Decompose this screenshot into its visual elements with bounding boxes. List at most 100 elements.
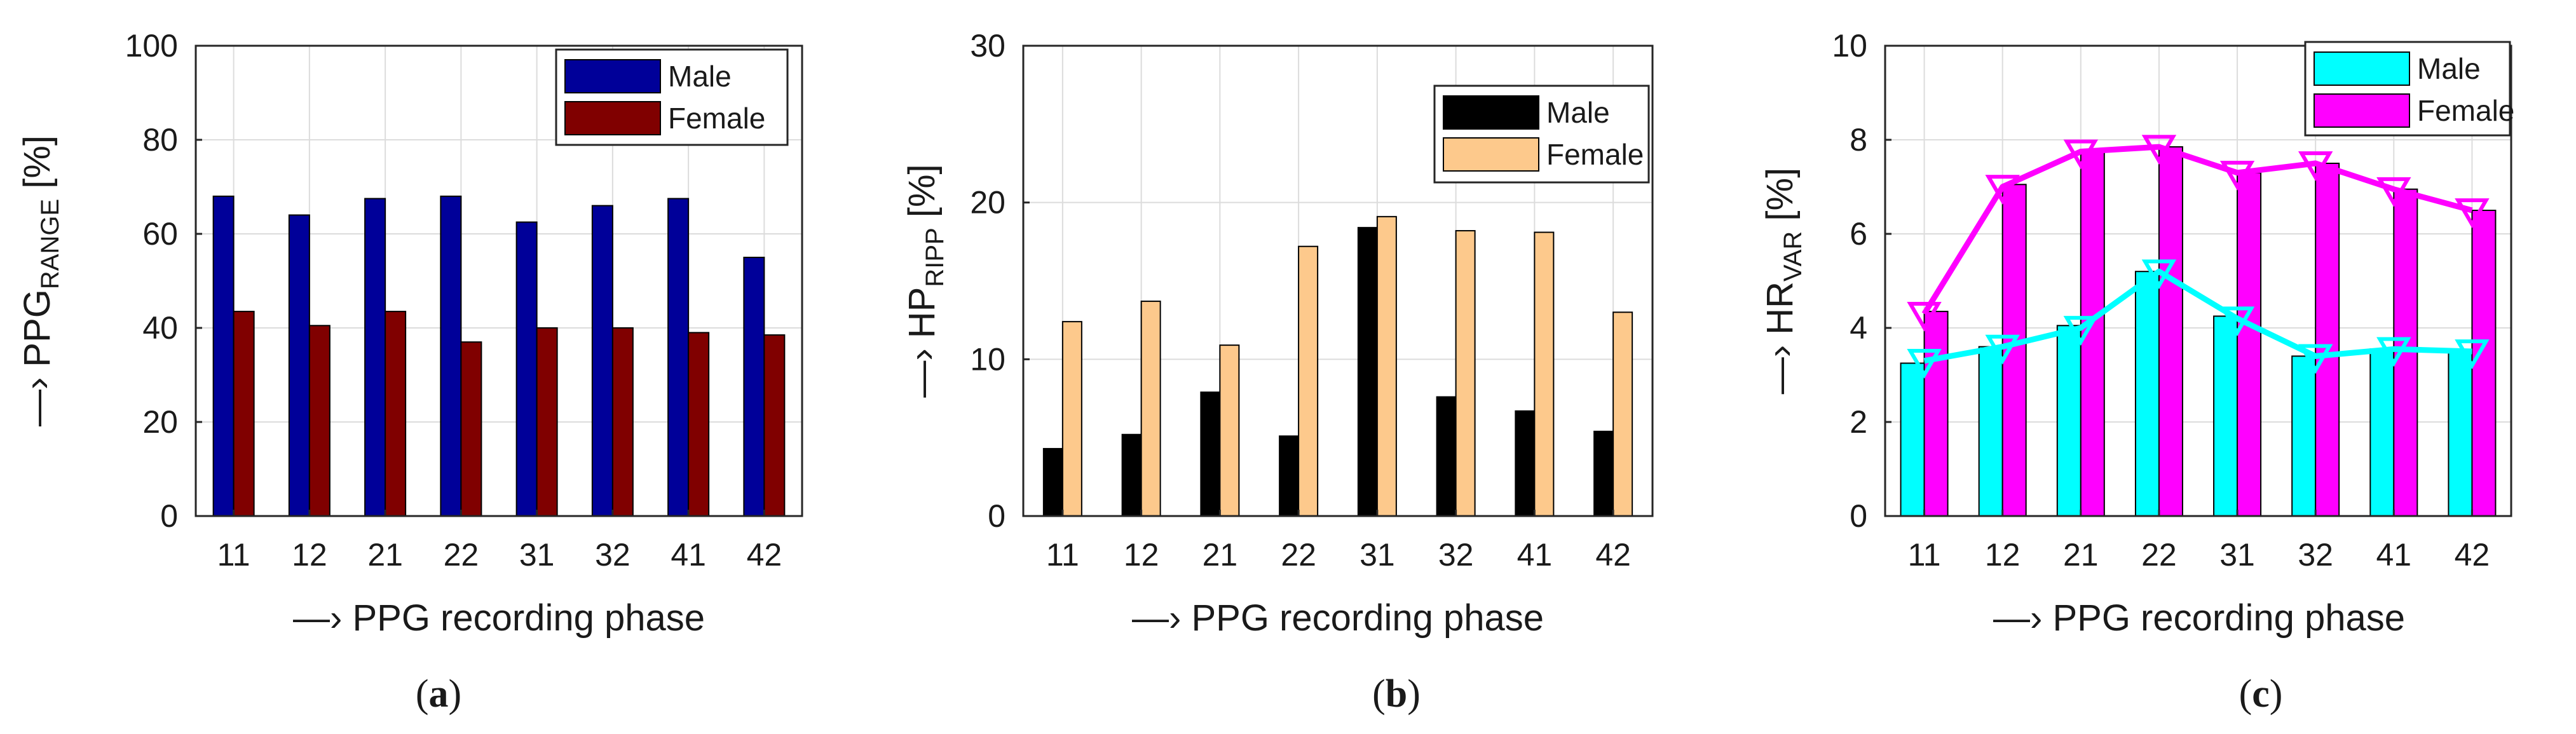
bar-male-32: [591, 205, 613, 517]
marker-female-31: [2219, 160, 2255, 191]
legend-label-female: Female: [2417, 94, 2514, 127]
x-tick-label: 31: [519, 537, 555, 573]
legend-label-male: Male: [668, 60, 732, 93]
bar-male-41: [667, 198, 690, 517]
chart-panel-c: 11 12 21 22 31 32 41 42 0 2 4 6 8 10 —› HRVAR [%] —› PP…: [1759, 28, 2514, 716]
bar-male-22: [1279, 435, 1300, 517]
y-tick-label: 2: [1850, 404, 1867, 440]
bar-male-31: [515, 221, 538, 517]
marker-female-12: [1985, 175, 2020, 205]
bar-male-41: [2369, 348, 2395, 517]
bar-male-11: [1900, 362, 1925, 517]
legend-swatch-male: [2314, 51, 2410, 86]
y-tick-label: 80: [142, 122, 178, 158]
x-axis-label: —› PPG recording phase: [1993, 597, 2405, 639]
legend-label-male: Male: [1546, 96, 1610, 129]
legend: Male Female: [2304, 41, 2514, 137]
y-tick-label: 20: [970, 185, 1005, 221]
x-tick-label: 12: [292, 537, 327, 573]
x-tick-label: 21: [1203, 537, 1238, 573]
bar-male-42: [1593, 430, 1614, 517]
x-tick-label: 32: [1438, 537, 1474, 573]
bar-male-32: [1436, 396, 1457, 517]
y-tick-label: 0: [1850, 498, 1867, 534]
x-tick-label: 11: [217, 537, 250, 573]
y-tick-label: 10: [970, 341, 1005, 377]
marker-female-32: [2298, 151, 2333, 181]
panel-label: (b): [1372, 672, 1421, 716]
marker-male-42: [2455, 339, 2490, 369]
bar-female-31: [536, 327, 558, 517]
marker-male-12: [1985, 334, 2020, 365]
bar-male-21: [1200, 391, 1221, 517]
bar-female-22: [2158, 146, 2183, 517]
y-axis-label: —› HPRIPP [%]: [901, 164, 949, 397]
bar-female-22: [1298, 245, 1319, 517]
marker-male-31: [2219, 306, 2255, 337]
bar-male-41: [1515, 410, 1536, 517]
bar-male-32: [2291, 355, 2317, 517]
x-axis-label: —› PPG recording phase: [293, 597, 705, 639]
marker-male-21: [2063, 316, 2099, 346]
chart-panel-a: 11 12 21 22 31 32 41 42 0 20 40 60 80 100 —› PPGRANGE …: [17, 28, 803, 716]
bar-female-41: [1534, 231, 1555, 517]
x-tick-label: 31: [2219, 537, 2255, 573]
x-tick-label: 22: [444, 537, 479, 573]
bar-female-41: [2393, 188, 2418, 517]
x-tick-label: 32: [595, 537, 630, 573]
y-axis-label: —› HRVAR [%]: [1759, 168, 1807, 394]
x-tick-label: 32: [2298, 537, 2333, 573]
panel-label: (a): [416, 672, 461, 716]
bar-female-31: [1376, 215, 1397, 517]
bar-female-32: [611, 327, 634, 517]
bar-female-12: [308, 325, 331, 517]
bar-male-12: [1121, 433, 1142, 517]
panel-label: (c): [2239, 672, 2283, 716]
bar-female-32: [1455, 230, 1476, 517]
axes-box: [1884, 44, 2512, 517]
legend: Male Female: [555, 48, 789, 146]
x-tick-label: 12: [1985, 537, 2021, 573]
marker-female-21: [2063, 139, 2099, 170]
y-tick-label: 60: [142, 216, 178, 252]
legend-swatch-male: [1443, 95, 1539, 130]
bar-male-31: [2213, 315, 2239, 517]
legend: Male Female: [1433, 85, 1650, 184]
axes-box: [1022, 44, 1654, 517]
bar-female-11: [1061, 321, 1082, 517]
marker-female-11: [1907, 301, 1942, 332]
y-tick-label: 100: [125, 28, 178, 64]
bar-male-12: [1978, 346, 2003, 517]
bar-female-12: [1140, 301, 1161, 517]
x-tick-label: 31: [1360, 537, 1395, 573]
marker-male-32: [2298, 344, 2333, 374]
bar-male-22: [440, 195, 462, 517]
x-tick-label: 41: [2376, 537, 2412, 573]
bar-male-21: [2056, 325, 2082, 517]
legend-swatch-male: [564, 59, 661, 93]
x-tick-label: 21: [2063, 537, 2099, 573]
bar-female-42: [2471, 210, 2497, 517]
y-tick-label: 10: [1832, 28, 1867, 64]
bar-female-31: [2237, 172, 2262, 517]
bar-male-11: [1042, 447, 1063, 517]
bar-male-42: [743, 257, 765, 517]
bar-male-42: [2448, 351, 2473, 517]
bar-male-22: [2134, 271, 2160, 517]
bar-female-41: [688, 332, 710, 517]
x-tick-label: 22: [2141, 537, 2177, 573]
x-tick-label: 42: [2455, 537, 2490, 573]
bar-female-11: [233, 311, 255, 517]
bar-female-21: [1219, 344, 1240, 517]
axes-box: [194, 44, 803, 517]
x-tick-label: 42: [1595, 537, 1631, 573]
y-tick-label: 30: [970, 28, 1005, 64]
marker-female-42: [2455, 198, 2490, 228]
y-tick-label: 8: [1850, 122, 1867, 158]
y-tick-label: 0: [160, 498, 178, 534]
marker-male-22: [2141, 259, 2177, 290]
chart-panel-b: 11 12 21 22 31 32 41 42 0 10 20 30 —› HPRIPP [%] —› P…: [901, 28, 1654, 716]
legend-swatch-female: [2314, 93, 2410, 128]
y-tick-label: 6: [1850, 216, 1867, 252]
x-tick-label: 41: [1517, 537, 1553, 573]
